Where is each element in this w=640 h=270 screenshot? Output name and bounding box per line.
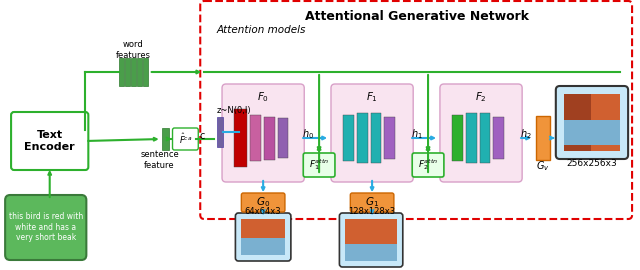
Bar [385,117,396,159]
FancyBboxPatch shape [412,153,444,177]
Text: $F_2$: $F_2$ [475,90,487,104]
FancyBboxPatch shape [241,193,285,212]
Bar [264,116,275,160]
Bar [356,113,367,163]
Bar [346,244,397,261]
Text: $\hat{F}^{ca}$: $\hat{F}^{ca}$ [179,132,192,146]
Text: $G_1$: $G_1$ [365,195,379,210]
Bar [536,116,550,160]
Bar [250,115,260,161]
Text: $F_0$: $F_0$ [257,90,269,104]
FancyBboxPatch shape [236,213,291,261]
FancyBboxPatch shape [331,84,413,182]
Text: Attention models: Attention models [216,25,305,35]
FancyBboxPatch shape [350,193,394,212]
FancyBboxPatch shape [11,112,88,170]
Bar [131,58,136,86]
Text: 256x256x3: 256x256x3 [566,158,618,167]
Text: $F_1$: $F_1$ [366,90,378,104]
FancyBboxPatch shape [339,213,403,267]
Text: word
features: word features [115,40,150,60]
FancyBboxPatch shape [173,128,198,150]
Bar [234,109,247,167]
Bar [452,115,463,161]
Text: Attentional Generative Network: Attentional Generative Network [305,9,529,22]
Bar [162,128,168,150]
Text: z~N(0,I): z~N(0,I) [217,106,252,114]
Bar [343,115,354,161]
Text: $h_0$: $h_0$ [302,127,314,141]
Text: c: c [200,131,205,141]
Text: $F_2^{attn}$: $F_2^{attn}$ [418,157,438,173]
Bar [278,118,289,158]
Bar [241,238,285,255]
Bar [493,117,504,159]
Text: $F_1^{attn}$: $F_1^{attn}$ [309,157,329,173]
Bar [564,94,620,151]
FancyBboxPatch shape [222,84,304,182]
Bar [346,219,397,261]
Bar [119,58,124,86]
Bar [466,113,477,163]
Bar [564,120,620,145]
Text: $G_0$: $G_0$ [256,195,270,210]
Bar [143,58,148,86]
FancyBboxPatch shape [303,153,335,177]
Bar [217,117,223,147]
FancyBboxPatch shape [440,84,522,182]
Bar [564,94,591,151]
Bar [371,113,381,163]
Text: 128x128x3: 128x128x3 [349,208,396,217]
FancyBboxPatch shape [556,86,628,159]
Bar [137,58,142,86]
Text: $h_2$: $h_2$ [520,127,532,141]
Text: $h_1$: $h_1$ [412,127,423,141]
Text: sentence
feature: sentence feature [140,150,179,170]
FancyBboxPatch shape [5,195,86,260]
Bar [241,219,285,255]
Bar [125,58,130,86]
Text: 64x64x3: 64x64x3 [245,208,282,217]
Text: Text
Encoder: Text Encoder [24,130,75,152]
Text: this bird is red with
white and has a
very short beak: this bird is red with white and has a ve… [8,212,83,242]
Bar [479,113,490,163]
Text: $G_v$: $G_v$ [536,159,550,173]
